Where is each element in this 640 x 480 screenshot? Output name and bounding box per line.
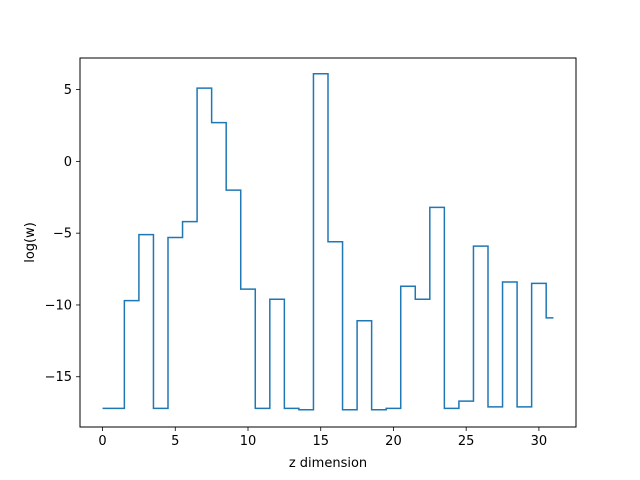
x-tick-label: 25 bbox=[458, 434, 475, 449]
x-tick-label: 20 bbox=[385, 434, 402, 449]
x-tick-label: 0 bbox=[98, 434, 106, 449]
x-tick-label: 5 bbox=[171, 434, 179, 449]
plot-area bbox=[102, 73, 554, 411]
y-axis: −15 −10 −5 0 5 bbox=[45, 83, 80, 385]
y-axis-label: log(w) bbox=[23, 222, 38, 263]
y-tick-label: −5 bbox=[53, 227, 72, 242]
x-axis: 0 5 10 15 20 25 30 bbox=[98, 427, 547, 449]
x-tick-label: 30 bbox=[531, 434, 548, 449]
x-axis-label: z dimension bbox=[289, 456, 367, 471]
axes-frame bbox=[79, 57, 577, 428]
y-tick-label: −10 bbox=[45, 298, 72, 313]
x-tick-label: 10 bbox=[240, 434, 257, 449]
y-tick-label: 0 bbox=[64, 155, 72, 170]
x-tick-label: 15 bbox=[312, 434, 329, 449]
series-line bbox=[102, 73, 554, 411]
y-tick-label: 5 bbox=[64, 83, 72, 98]
y-tick-label: −15 bbox=[45, 370, 72, 385]
